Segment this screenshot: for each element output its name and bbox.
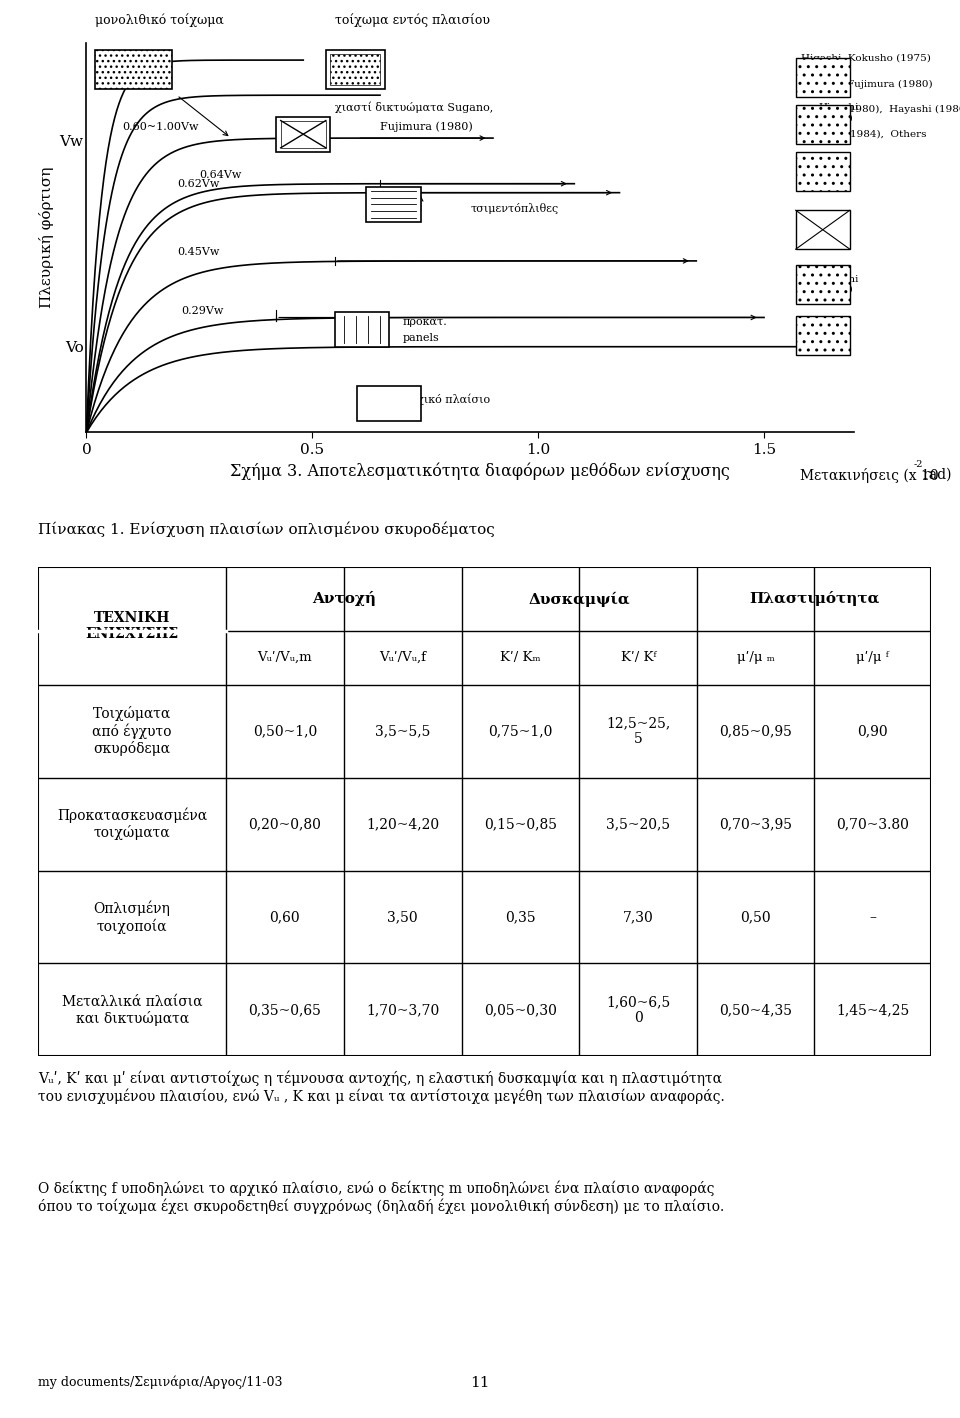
Text: 11: 11 xyxy=(470,1375,490,1390)
Text: 3,5~20,5: 3,5~20,5 xyxy=(607,817,670,831)
Text: Πίνακας 1. Ενίσχυση πλαισίων οπλισμένου σκυροδέματος: Πίνακας 1. Ενίσχυση πλαισίων οπλισμένου … xyxy=(38,522,495,537)
Text: 7,30: 7,30 xyxy=(623,910,654,925)
Text: μονολιθικό τοίχωμα: μονολιθικό τοίχωμα xyxy=(95,13,225,27)
Text: Ο δείκτης f υποδηλώνει το αρχικό πλαίσιο, ενώ ο δείκτης m υποδηλώνει ένα πλαίσιο: Ο δείκτης f υποδηλώνει το αρχικό πλαίσιο… xyxy=(38,1180,725,1214)
Text: rad): rad) xyxy=(923,468,951,482)
Text: Kʹ/ Kₘ: Kʹ/ Kₘ xyxy=(500,651,540,664)
Text: Μετακινήσεις (x 10: Μετακινήσεις (x 10 xyxy=(801,468,939,482)
Text: -2: -2 xyxy=(913,459,923,469)
Text: 3,50: 3,50 xyxy=(387,910,418,925)
Text: μʹ/μ ₘ: μʹ/μ ₘ xyxy=(737,651,775,664)
Bar xyxy=(357,386,420,421)
Y-axis label: Πλευρική φόρτιση: Πλευρική φόρτιση xyxy=(39,167,54,308)
Text: 0,70~3,95: 0,70~3,95 xyxy=(719,817,792,831)
Text: 1,70~3,70: 1,70~3,70 xyxy=(366,1003,440,1017)
Text: 0,50~1,0: 0,50~1,0 xyxy=(252,725,317,739)
Text: 1,20~4,20: 1,20~4,20 xyxy=(366,817,440,831)
Bar xyxy=(796,58,850,96)
Text: 0,35: 0,35 xyxy=(505,910,536,925)
Text: 0,60: 0,60 xyxy=(270,910,300,925)
Bar xyxy=(796,105,850,145)
Text: 1,45~4,25: 1,45~4,25 xyxy=(836,1003,909,1017)
Text: 0,85~0,95: 0,85~0,95 xyxy=(719,725,792,739)
Text: 0,70~3.80: 0,70~3.80 xyxy=(836,817,909,831)
Text: Vᵤʹ, Kʹ και μʹ είναι αντιστοίχως η τέμνουσα αντοχής, η ελαστική δυσκαμψία και η : Vᵤʹ, Kʹ και μʹ είναι αντιστοίχως η τέμνο… xyxy=(38,1071,725,1105)
Text: Vᵤʹ/Vᵤ,m: Vᵤʹ/Vᵤ,m xyxy=(257,651,312,664)
Bar xyxy=(325,50,385,89)
Bar xyxy=(796,315,850,354)
Text: Πλαστιμότητα: Πλαστιμότητα xyxy=(749,591,879,607)
Text: Higashi
(1980): Higashi (1980) xyxy=(818,275,858,294)
Text: τοίχωμα εντός πλαισίου: τοίχωμα εντός πλαισίου xyxy=(335,13,490,27)
Text: μʹ/μ ᶠ: μʹ/μ ᶠ xyxy=(856,651,889,664)
Bar xyxy=(796,152,850,191)
Text: Higashi (1980),  Hayashi (1980): Higashi (1980), Hayashi (1980) xyxy=(801,105,960,113)
Text: 0.29Vw: 0.29Vw xyxy=(181,305,224,316)
Text: 0,15~0,85: 0,15~0,85 xyxy=(484,817,557,831)
Text: panels: panels xyxy=(402,333,440,343)
Text: Δυσκαμψία: Δυσκαμψία xyxy=(529,591,631,607)
Bar xyxy=(330,54,380,85)
Text: Higashi, Kokusho (1975): Higashi, Kokusho (1975) xyxy=(801,54,930,64)
Text: 1,60~6,5
0: 1,60~6,5 0 xyxy=(606,995,670,1025)
Text: my documents/Σεμινάρια/Αργος/11-03: my documents/Σεμινάρια/Αργος/11-03 xyxy=(38,1375,283,1390)
Text: TEXNIKH
ENIΣXYΣHΣ: TEXNIKH ENIΣXYΣHΣ xyxy=(85,611,179,641)
Text: 0,75~1,0: 0,75~1,0 xyxy=(489,725,553,739)
Text: Τοιχώματα
από έγχυτο
σκυρόδεμα: Τοιχώματα από έγχυτο σκυρόδεμα xyxy=(92,706,172,756)
Text: προκατ.: προκατ. xyxy=(402,318,447,328)
Text: τσιμεντόπλιθες: τσιμεντόπλιθες xyxy=(470,203,559,214)
Text: 0.45Vw: 0.45Vw xyxy=(177,247,219,257)
Text: Προκατασκευασμένα
τοιχώματα: Προκατασκευασμένα τοιχώματα xyxy=(57,808,207,841)
Text: 0,90: 0,90 xyxy=(857,725,888,739)
Bar xyxy=(367,187,420,221)
Text: Kʹ/ Kᶠ: Kʹ/ Kᶠ xyxy=(621,651,656,664)
Text: Sugano, Fujimura (1980): Sugano, Fujimura (1980) xyxy=(801,79,932,89)
Text: Σχήμα 3. Αποτελεσματικότητα διαφόρων μεθόδων ενίσχυσης: Σχήμα 3. Αποτελεσματικότητα διαφόρων μεθ… xyxy=(230,462,730,481)
Text: 0,50: 0,50 xyxy=(740,910,771,925)
Text: 12,5~25,
5: 12,5~25, 5 xyxy=(606,716,670,746)
Text: 0.60~1.00Vw: 0.60~1.00Vw xyxy=(123,122,199,132)
Text: Οπλισμένη
τοιχοποία: Οπλισμένη τοιχοποία xyxy=(94,900,171,933)
Text: 0.64Vw: 0.64Vw xyxy=(200,170,242,180)
Text: αρχικό πλαίσιο: αρχικό πλαίσιο xyxy=(402,394,490,406)
Text: 0,50~4,35: 0,50~4,35 xyxy=(719,1003,792,1017)
Text: Higashi
(1984): Higashi (1984) xyxy=(818,104,858,122)
Bar xyxy=(280,121,325,147)
Text: Aoyama (1984),  Others: Aoyama (1984), Others xyxy=(801,130,926,139)
Text: 0.62Vw: 0.62Vw xyxy=(177,179,219,189)
Text: 0,20~0,80: 0,20~0,80 xyxy=(249,817,322,831)
Text: 0,35~0,65: 0,35~0,65 xyxy=(249,1003,322,1017)
Bar xyxy=(276,116,330,152)
Text: Αντοχή: Αντοχή xyxy=(312,591,375,607)
Text: χιαστί δικτυώματα Sugano,: χιαστί δικτυώματα Sugano, xyxy=(335,101,493,113)
Bar xyxy=(796,265,850,303)
Text: –: – xyxy=(869,910,876,925)
Text: Μεταλλικά πλαίσια
και δικτυώματα: Μεταλλικά πλαίσια και δικτυώματα xyxy=(61,994,203,1025)
Text: 3,5~5,5: 3,5~5,5 xyxy=(375,725,430,739)
Text: Fujimura (1980): Fujimura (1980) xyxy=(380,122,472,132)
Bar xyxy=(95,50,172,89)
Text: 0,05~0,30: 0,05~0,30 xyxy=(484,1003,557,1017)
Text: Vᵤʹ/Vᵤ,f: Vᵤʹ/Vᵤ,f xyxy=(379,651,426,664)
Bar xyxy=(796,210,850,250)
Bar xyxy=(335,312,389,347)
